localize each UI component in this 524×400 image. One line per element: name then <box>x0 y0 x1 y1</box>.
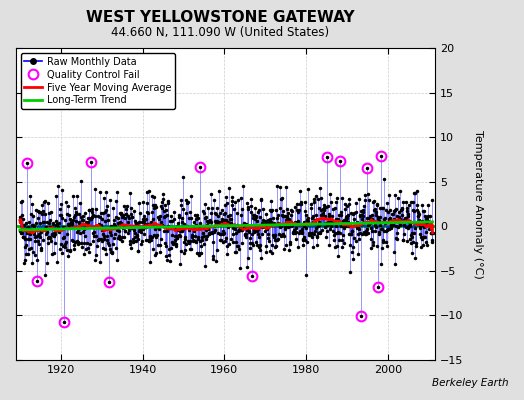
Legend: Raw Monthly Data, Quality Control Fail, Five Year Moving Average, Long-Term Tren: Raw Monthly Data, Quality Control Fail, … <box>20 53 175 109</box>
Text: 44.660 N, 111.090 W (United States): 44.660 N, 111.090 W (United States) <box>111 26 329 39</box>
Text: WEST YELLOWSTONE GATEWAY: WEST YELLOWSTONE GATEWAY <box>86 10 354 25</box>
Y-axis label: Temperature Anomaly (°C): Temperature Anomaly (°C) <box>473 130 483 278</box>
Text: Berkeley Earth: Berkeley Earth <box>432 378 508 388</box>
